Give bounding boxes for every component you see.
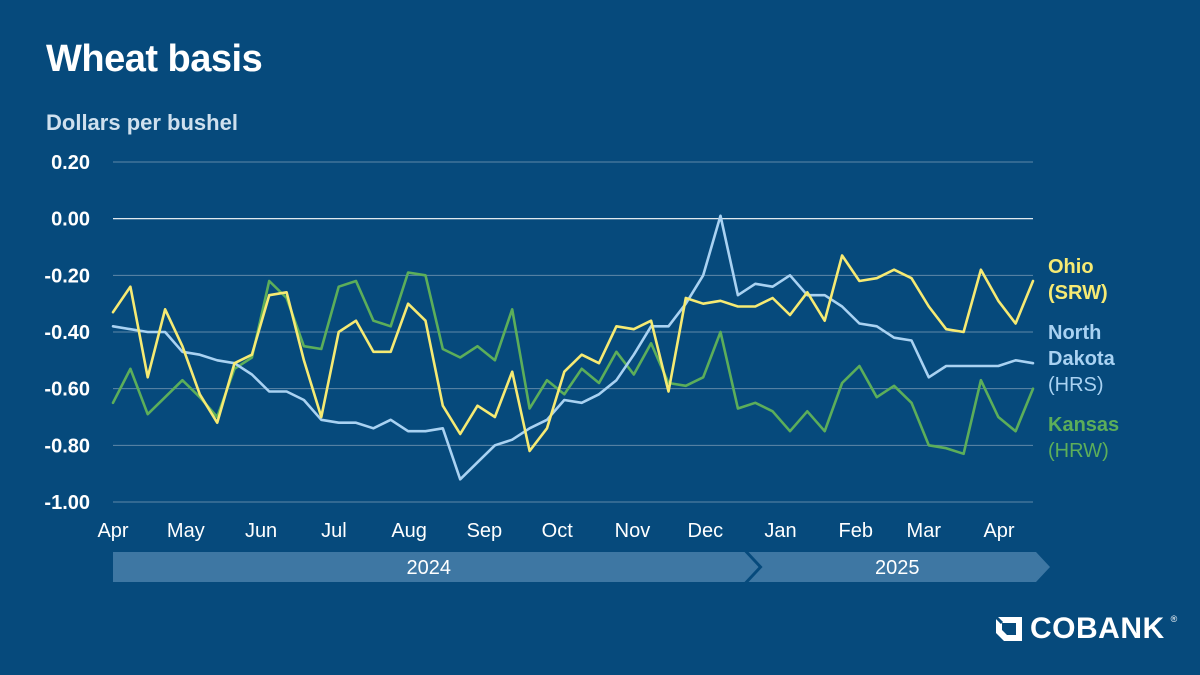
year-label-2024: 2024 (407, 557, 452, 579)
legend-ohio-class: (SRW) (1048, 282, 1108, 304)
y-axis-label: Dollars per bushel (46, 110, 238, 135)
logo-trademark: ® (1170, 614, 1178, 624)
x-tick-label: Mar (907, 520, 942, 542)
chart-title: Wheat basis (46, 38, 263, 80)
year-band-2025 (748, 552, 1050, 582)
series-line-ohio (111, 254, 1035, 453)
cobank-logo: COBANK ® (994, 612, 1177, 646)
y-tick-label: -0.60 (44, 379, 90, 401)
x-tick-label: Oct (542, 520, 574, 542)
year-band-2024 (113, 552, 759, 582)
x-tick-label: Dec (688, 520, 724, 542)
legend-north-dakota-class: (HRS) (1048, 374, 1104, 396)
legend-ohio-name: Ohio (1048, 256, 1094, 278)
year-label-2025: 2025 (875, 557, 920, 579)
x-tick-label: Nov (615, 520, 651, 542)
legend-kansas-class: (HRW) (1048, 440, 1109, 462)
x-tick-label: Apr (983, 520, 1014, 542)
legend-north-dakota: North Dakota (HRS) (1048, 320, 1128, 398)
cobank-logo-icon (994, 615, 1022, 641)
legend-kansas: Kansas (HRW) (1048, 412, 1119, 464)
x-tick-label: Jan (764, 520, 796, 542)
x-tick-label: Aug (391, 520, 427, 542)
y-tick-label: -0.20 (44, 265, 90, 287)
series-line-kansas (111, 271, 1035, 456)
x-tick-label: May (167, 520, 205, 542)
series-line-north-dakota (111, 214, 1035, 481)
x-tick-label: Feb (839, 520, 873, 542)
y-tick-label: -0.40 (44, 322, 90, 344)
y-tick-label: -0.80 (44, 435, 90, 457)
logo-text: COBANK (1030, 612, 1165, 645)
y-tick-label: -1.00 (44, 492, 90, 514)
y-tick-label: 0.20 (51, 152, 90, 174)
legend-north-dakota-name: North Dakota (1048, 322, 1115, 370)
x-tick-label: Sep (467, 520, 503, 542)
x-tick-label: Jun (245, 520, 277, 542)
x-tick-label: Apr (97, 520, 128, 542)
legend-kansas-name: Kansas (1048, 414, 1120, 436)
y-tick-label: 0.00 (51, 209, 90, 231)
legend-ohio: Ohio (SRW) (1048, 254, 1108, 306)
x-tick-label: Jul (321, 520, 347, 542)
